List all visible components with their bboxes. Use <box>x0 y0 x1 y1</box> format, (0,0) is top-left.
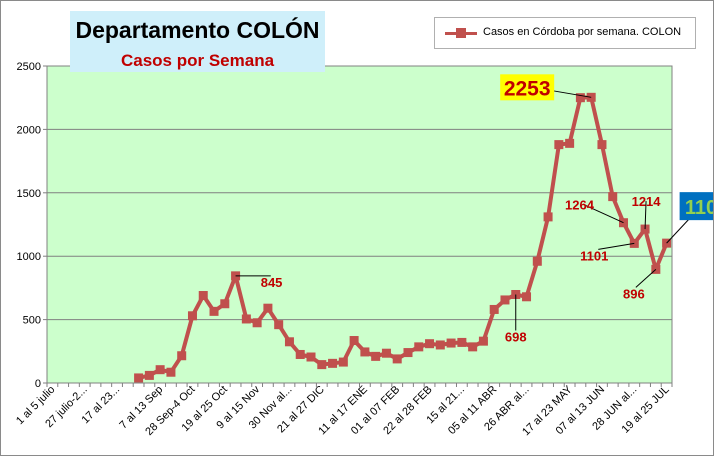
data-point <box>338 357 348 367</box>
data-point <box>403 348 413 358</box>
data-point <box>478 336 488 346</box>
data-point <box>468 342 478 352</box>
y-tick-label: 2500 <box>17 61 41 73</box>
data-point <box>349 336 359 346</box>
annotation-label-peak: 2253 <box>504 77 551 100</box>
data-point <box>381 348 391 358</box>
data-point <box>317 360 327 370</box>
data-point <box>608 192 618 202</box>
data-point <box>155 365 165 375</box>
data-point <box>489 304 499 314</box>
y-tick-label: 1500 <box>17 188 41 200</box>
data-point <box>425 339 435 349</box>
data-point <box>220 299 230 309</box>
data-point <box>371 351 381 361</box>
data-point <box>500 295 510 305</box>
data-point <box>565 138 575 148</box>
y-tick-label: 0 <box>35 378 41 390</box>
data-point <box>532 256 542 266</box>
annotation-label: 845 <box>261 275 283 290</box>
data-point <box>274 320 284 330</box>
annotation-label-latest: 1103 <box>685 197 713 219</box>
annotation-box-yellow <box>500 74 555 101</box>
plot-area <box>46 65 673 384</box>
data-point <box>543 212 553 222</box>
data-point <box>360 347 370 357</box>
data-point <box>241 314 251 324</box>
annotation-label: 1101 <box>580 248 608 263</box>
annotation-label: 698 <box>505 329 527 344</box>
annotation-leader <box>583 204 624 224</box>
data-point <box>263 303 273 313</box>
data-point <box>144 370 154 380</box>
data-point <box>209 306 219 316</box>
data-point <box>435 340 445 350</box>
data-point <box>166 367 176 377</box>
legend-label: Casos en Córdoba por semana. COLON <box>483 26 682 38</box>
data-point <box>295 349 305 359</box>
data-point <box>198 291 208 301</box>
data-point <box>252 318 262 328</box>
legend: Casos en Córdoba por semana. COLON <box>434 17 696 49</box>
data-point <box>392 354 402 364</box>
annotation-leader <box>598 242 635 250</box>
y-tick-label: 2000 <box>17 124 41 136</box>
data-point <box>554 140 564 150</box>
data-point <box>597 140 607 150</box>
data-point <box>177 351 187 361</box>
data-point <box>414 342 424 352</box>
data-point <box>446 338 456 348</box>
data-point <box>522 292 532 302</box>
data-point <box>575 93 585 103</box>
data-point <box>134 373 144 383</box>
data-point <box>328 358 338 368</box>
data-point <box>306 352 316 362</box>
data-point <box>457 337 467 347</box>
annotation-leader <box>635 269 657 288</box>
data-point <box>284 337 294 347</box>
title-box: Departamento COLÓN Casos por Semana <box>70 11 325 72</box>
series-line <box>138 95 669 380</box>
chart-subtitle: Casos por Semana <box>120 51 275 70</box>
annotation-leader <box>644 201 647 230</box>
annotation-box-blue <box>679 192 713 221</box>
annotation-label: 1264 <box>565 198 595 213</box>
annotation-label: 1214 <box>632 194 662 209</box>
y-tick-label: 1000 <box>17 251 41 263</box>
legend-marker-swatch <box>456 28 466 38</box>
annotation-label: 896 <box>623 286 645 301</box>
data-point <box>187 311 197 321</box>
y-tick-label: 500 <box>23 315 41 327</box>
chart-title: Departamento COLÓN <box>75 17 320 43</box>
